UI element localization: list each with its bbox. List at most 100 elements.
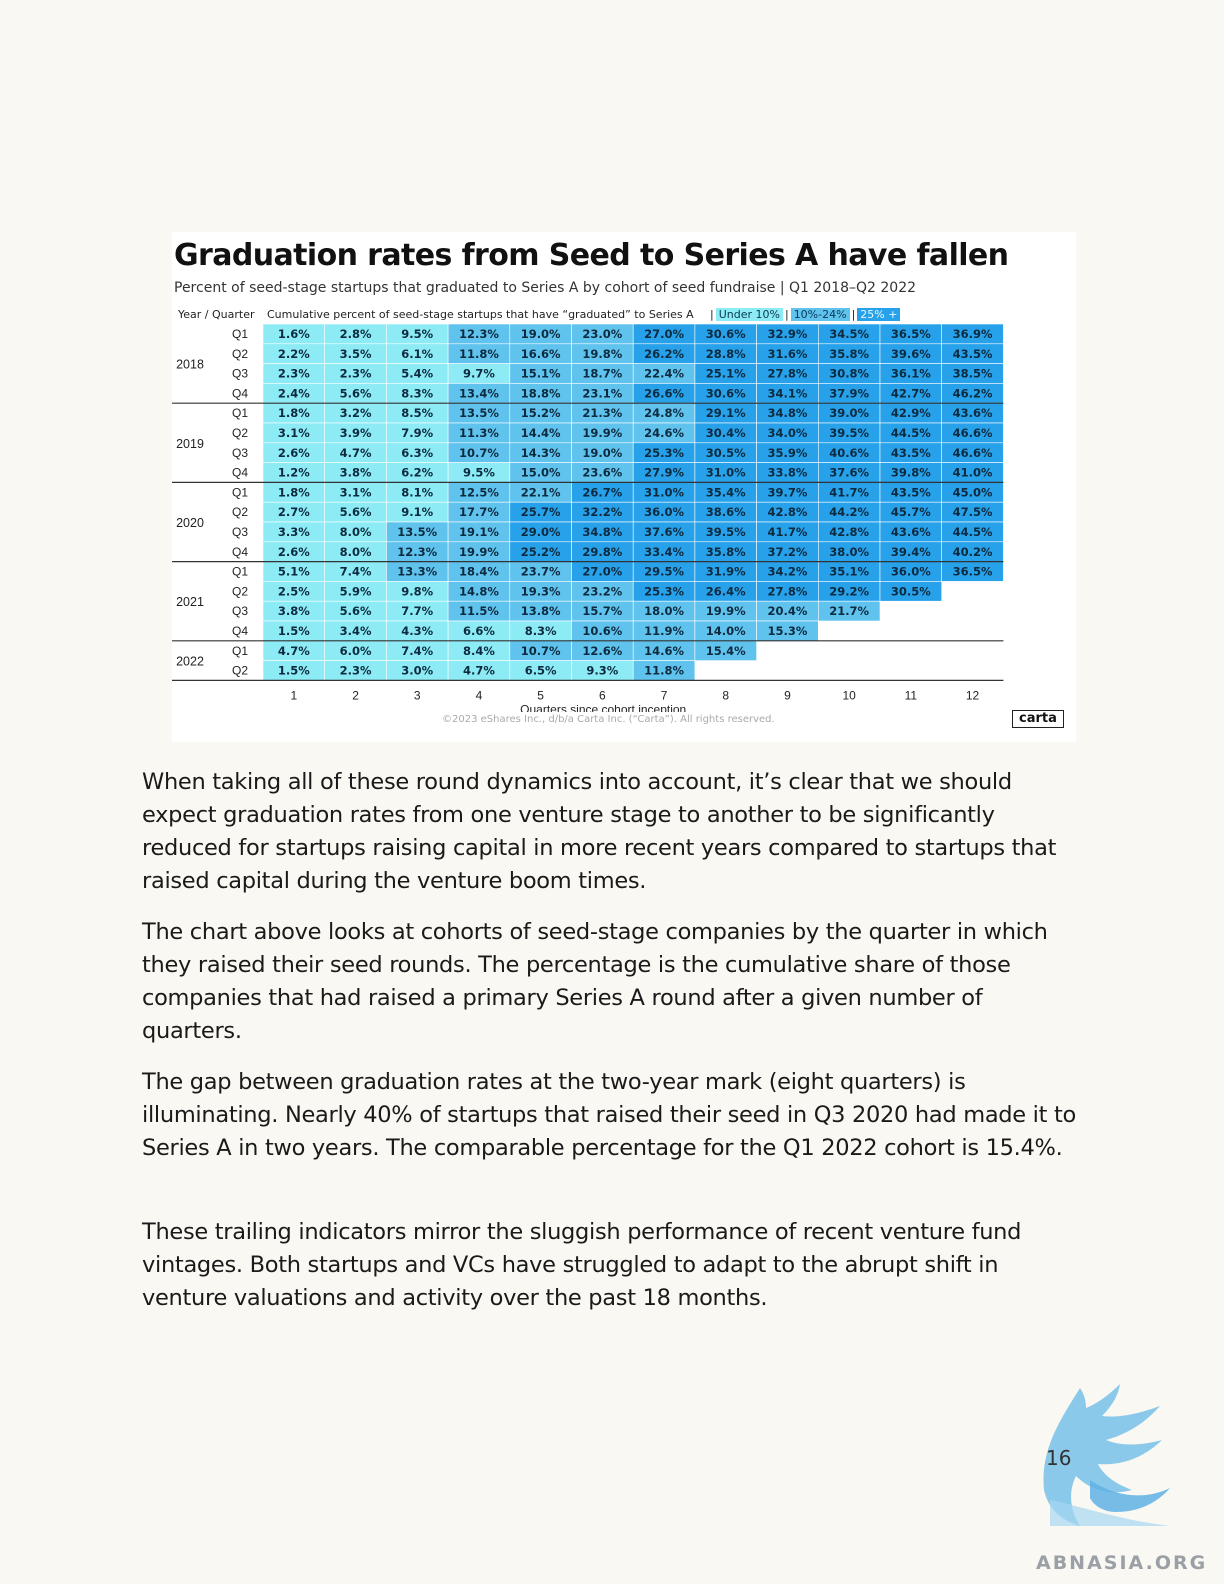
heatmap-cell-label: 36.1% xyxy=(891,367,931,381)
heatmap-cell-label: 26.7% xyxy=(582,485,622,499)
x-axis-title: Quarters since cohort inception xyxy=(520,702,686,712)
x-tick-label: 6 xyxy=(599,688,606,702)
heatmap-cell-label: 1.5% xyxy=(278,664,310,678)
heatmap-cell-label: 3.8% xyxy=(340,466,372,480)
heatmap-cell-label: 41.0% xyxy=(953,466,993,480)
heatmap-cell-label: 8.0% xyxy=(340,545,372,559)
heatmap-cell-label: 28.8% xyxy=(706,347,746,361)
row-quarter-label: Q2 xyxy=(232,347,248,361)
heatmap-cell-label: 4.7% xyxy=(278,644,310,658)
heatmap-cell-label: 10.7% xyxy=(521,644,561,658)
heatmap-cell-label: 3.8% xyxy=(278,604,310,618)
heatmap-cell-label: 15.1% xyxy=(521,367,561,381)
row-quarter-label: Q3 xyxy=(232,604,248,618)
heatmap-cell-label: 35.4% xyxy=(706,485,746,499)
row-quarter-label: Q1 xyxy=(232,565,248,579)
heatmap-cell-label: 11.5% xyxy=(459,604,499,618)
year-label: 2019 xyxy=(176,437,204,451)
heatmap-cell-label: 5.1% xyxy=(278,565,310,579)
heatmap-cell-label: 2.6% xyxy=(278,545,310,559)
heatmap-cell-label: 40.2% xyxy=(953,545,993,559)
heatmap-cell-label: 8.3% xyxy=(525,624,557,638)
heatmap-cell-label: 29.0% xyxy=(521,525,561,539)
heatmap-cell-label: 30.5% xyxy=(891,584,931,598)
heatmap-cell-label: 35.8% xyxy=(829,347,869,361)
heatmap-cell-label: 34.5% xyxy=(829,327,869,341)
heatmap-cell-label: 37.2% xyxy=(767,545,807,559)
heatmap-cell-label: 1.8% xyxy=(278,406,310,420)
legend-separator: | xyxy=(710,308,714,321)
heatmap-cell-label: 3.5% xyxy=(340,347,372,361)
heatmap-cell-label: 29.1% xyxy=(706,406,746,420)
heatmap-cell-label: 31.0% xyxy=(644,485,684,499)
heatmap-cell-label: 7.9% xyxy=(401,426,433,440)
heatmap-cell-label: 9.8% xyxy=(401,584,433,598)
row-quarter-label: Q3 xyxy=(232,367,248,381)
row-quarter-label: Q2 xyxy=(232,664,248,678)
heatmap-cell-label: 16.6% xyxy=(521,347,561,361)
heatmap-cell-label: 35.8% xyxy=(706,545,746,559)
row-quarter-label: Q2 xyxy=(232,584,248,598)
heatmap-cell-label: 38.5% xyxy=(953,367,993,381)
heatmap-cell-label: 39.5% xyxy=(829,426,869,440)
heatmap-cell-label: 6.6% xyxy=(463,624,495,638)
heatmap-cell-label: 11.8% xyxy=(644,664,684,678)
heatmap-cell-label: 44.5% xyxy=(891,426,931,440)
heatmap-cell-label: 38.6% xyxy=(706,505,746,519)
heatmap-cell-label: 2.8% xyxy=(340,327,372,341)
heatmap-cell-label: 39.8% xyxy=(891,466,931,480)
chart-figure: Graduation rates from Seed to Series A h… xyxy=(172,232,1076,742)
chart-subtitle: Percent of seed-stage startups that grad… xyxy=(174,280,917,296)
heatmap-cell-label: 11.9% xyxy=(644,624,684,638)
heatmap-cell-label: 6.0% xyxy=(340,644,372,658)
heatmap-cell-label: 32.2% xyxy=(582,505,622,519)
heatmap-cell-label: 39.4% xyxy=(891,545,931,559)
heatmap-cell-label: 1.8% xyxy=(278,485,310,499)
heatmap-cell-label: 24.6% xyxy=(644,426,684,440)
heatmap-cell-label: 25.3% xyxy=(644,584,684,598)
heatmap-cell-label: 3.9% xyxy=(340,426,372,440)
heatmap-cell-label: 42.9% xyxy=(891,406,931,420)
heatmap-cell-label: 43.5% xyxy=(953,347,993,361)
heatmap-cell-label: 13.5% xyxy=(459,406,499,420)
year-label: 2018 xyxy=(176,358,204,372)
heatmap-cell-label: 1.2% xyxy=(278,466,310,480)
heatmap-cell-label: 6.1% xyxy=(401,347,433,361)
heatmap-cell-label: 14.0% xyxy=(706,624,746,638)
heatmap-cell-label: 44.5% xyxy=(953,525,993,539)
heatmap-cell-label: 36.0% xyxy=(644,505,684,519)
row-quarter-label: Q2 xyxy=(232,426,248,440)
heatmap-cell-label: 46.6% xyxy=(953,446,993,460)
heatmap-cell-label: 15.2% xyxy=(521,406,561,420)
x-tick-label: 12 xyxy=(966,688,980,702)
heatmap-cell-label: 23.1% xyxy=(582,386,622,400)
heatmap-cell-label: 31.9% xyxy=(706,565,746,579)
heatmap-cell-label: 37.9% xyxy=(829,386,869,400)
heatmap-cell-label: 7.7% xyxy=(401,604,433,618)
heatmap-cell-label: 22.1% xyxy=(521,485,561,499)
heatmap-cell-label: 19.8% xyxy=(582,347,622,361)
body-paragraph-2: The chart above looks at cohorts of seed… xyxy=(142,919,1048,1044)
heatmap-cell-label: 14.3% xyxy=(521,446,561,460)
heatmap-cell-label: 12.5% xyxy=(459,485,499,499)
heatmap-cell-label: 30.6% xyxy=(706,386,746,400)
heatmap-cell-label: 36.9% xyxy=(953,327,993,341)
heatmap-cell-label: 43.6% xyxy=(953,406,993,420)
heatmap-cell-label: 24.8% xyxy=(644,406,684,420)
heatmap-cell-label: 30.5% xyxy=(706,446,746,460)
heatmap-cell-label: 5.9% xyxy=(340,584,372,598)
heatmap-cell-label: 8.3% xyxy=(401,386,433,400)
heatmap-cell-label: 29.2% xyxy=(829,584,869,598)
heatmap-cell-label: 29.8% xyxy=(582,545,622,559)
heatmap-cell-label: 34.8% xyxy=(582,525,622,539)
heatmap-cell-label: 5.6% xyxy=(340,386,372,400)
heatmap-cell-label: 13.5% xyxy=(397,525,437,539)
heatmap-cell-label: 25.1% xyxy=(706,367,746,381)
heatmap-cell-label: 30.8% xyxy=(829,367,869,381)
heatmap-cell-label: 11.3% xyxy=(459,426,499,440)
x-tick-label: 9 xyxy=(784,688,791,702)
heatmap-cell-label: 8.5% xyxy=(401,406,433,420)
heatmap-cell-label: 33.8% xyxy=(767,466,807,480)
x-tick-label: 7 xyxy=(661,688,668,702)
heatmap-cell-label: 3.2% xyxy=(340,406,372,420)
